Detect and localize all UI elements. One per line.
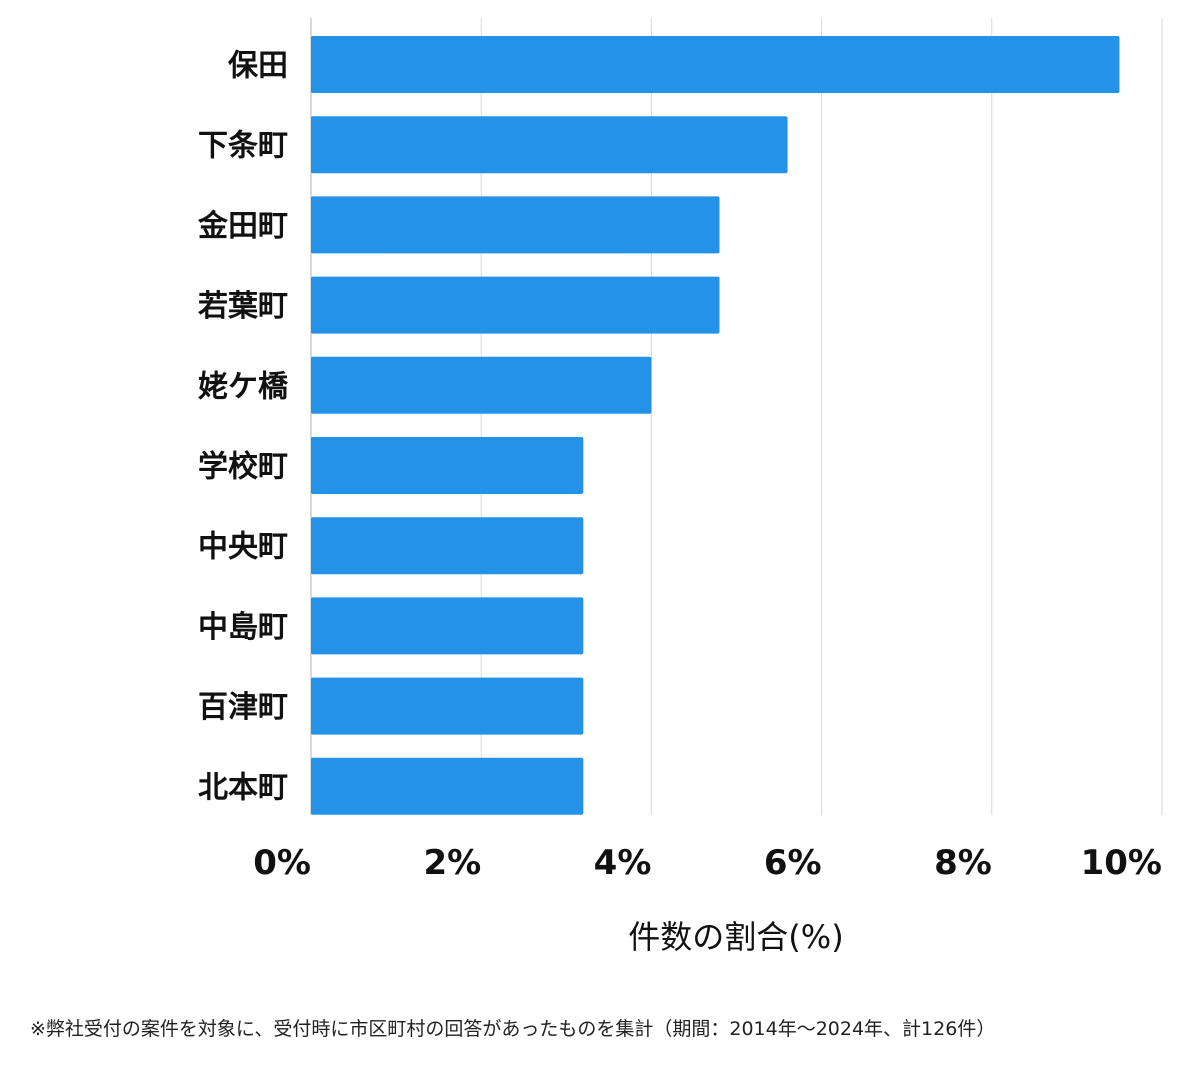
category-label-9: 百津町 bbox=[198, 690, 288, 725]
x-tick-label-10: 10% bbox=[1081, 843, 1162, 883]
x-tick-label-6: 6% bbox=[764, 843, 822, 883]
category-label-8: 中島町 bbox=[198, 610, 288, 645]
bar-9 bbox=[311, 677, 584, 735]
category-label-5: 姥ケ橋 bbox=[198, 369, 289, 404]
bar-6 bbox=[311, 437, 584, 494]
x-tick-label-4: 4% bbox=[594, 843, 652, 883]
bar-5 bbox=[311, 356, 652, 414]
bar-3 bbox=[311, 196, 720, 254]
x-tick-label-8: 8% bbox=[934, 843, 992, 883]
x-axis-title: 件数の割合(%) bbox=[628, 918, 843, 956]
category-label-3: 金田町 bbox=[197, 209, 288, 244]
category-label-10: 北本町 bbox=[198, 770, 288, 805]
x-tick-labels: 0% 2% 4% 6% 8% 10% bbox=[253, 843, 1162, 883]
bar-2 bbox=[311, 116, 788, 174]
bar-7 bbox=[311, 517, 584, 575]
bar-10 bbox=[311, 757, 584, 815]
category-label-6: 学校町 bbox=[198, 450, 288, 485]
bar-8 bbox=[311, 597, 584, 655]
bars bbox=[311, 36, 1120, 815]
x-tick-label-2: 2% bbox=[423, 843, 481, 883]
category-label-2: 下条町 bbox=[198, 129, 288, 164]
bar-4 bbox=[311, 276, 720, 334]
category-label-1: 保田 bbox=[228, 49, 288, 84]
bar-1 bbox=[311, 36, 1120, 93]
category-label-4: 若葉町 bbox=[198, 289, 288, 324]
x-tick-label-0: 0% bbox=[253, 843, 311, 883]
category-label-7: 中央町 bbox=[198, 530, 288, 565]
footnote: ※弊社受付の案件を対象に、受付時に市区町村の回答があったものを集計（期間：201… bbox=[30, 1018, 996, 1040]
